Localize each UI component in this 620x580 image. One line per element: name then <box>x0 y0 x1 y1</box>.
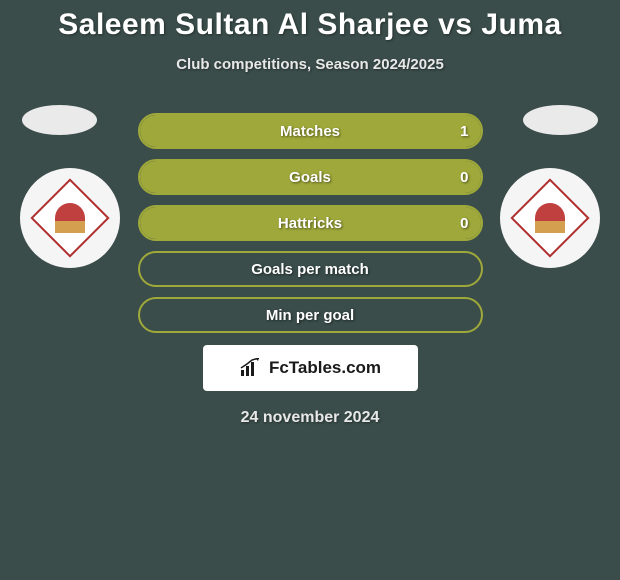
stat-value-right: 0 <box>460 161 468 193</box>
club-badge-inner <box>510 178 589 257</box>
stat-label: Min per goal <box>140 299 481 331</box>
stat-label: Matches <box>140 115 481 147</box>
stat-label: Goals <box>140 161 481 193</box>
stat-bars: Matches 1 Goals 0 Hattricks 0 Goals per … <box>138 113 483 333</box>
stat-row: Goals 0 <box>138 159 483 195</box>
brand-logo: FcTables.com <box>203 345 418 391</box>
stat-label: Goals per match <box>140 253 481 285</box>
brand-text: FcTables.com <box>269 358 381 378</box>
stat-row: Min per goal <box>138 297 483 333</box>
club-badge-left <box>20 168 120 268</box>
stat-label: Hattricks <box>140 207 481 239</box>
club-badge-inner <box>30 178 109 257</box>
comparison-panel: Matches 1 Goals 0 Hattricks 0 Goals per … <box>0 113 620 427</box>
stat-value-right: 1 <box>460 115 468 147</box>
player-avatar-left <box>22 105 97 135</box>
stat-value-right: 0 <box>460 207 468 239</box>
page-subtitle: Club competitions, Season 2024/2025 <box>0 56 620 73</box>
stat-row: Goals per match <box>138 251 483 287</box>
page-title: Saleem Sultan Al Sharjee vs Juma <box>0 0 620 42</box>
club-badge-core <box>535 203 565 233</box>
club-badge-core <box>55 203 85 233</box>
date-label: 24 november 2024 <box>0 409 620 427</box>
player-avatar-right <box>523 105 598 135</box>
stat-row: Hattricks 0 <box>138 205 483 241</box>
stat-row: Matches 1 <box>138 113 483 149</box>
club-badge-right <box>500 168 600 268</box>
chart-icon <box>239 358 263 378</box>
